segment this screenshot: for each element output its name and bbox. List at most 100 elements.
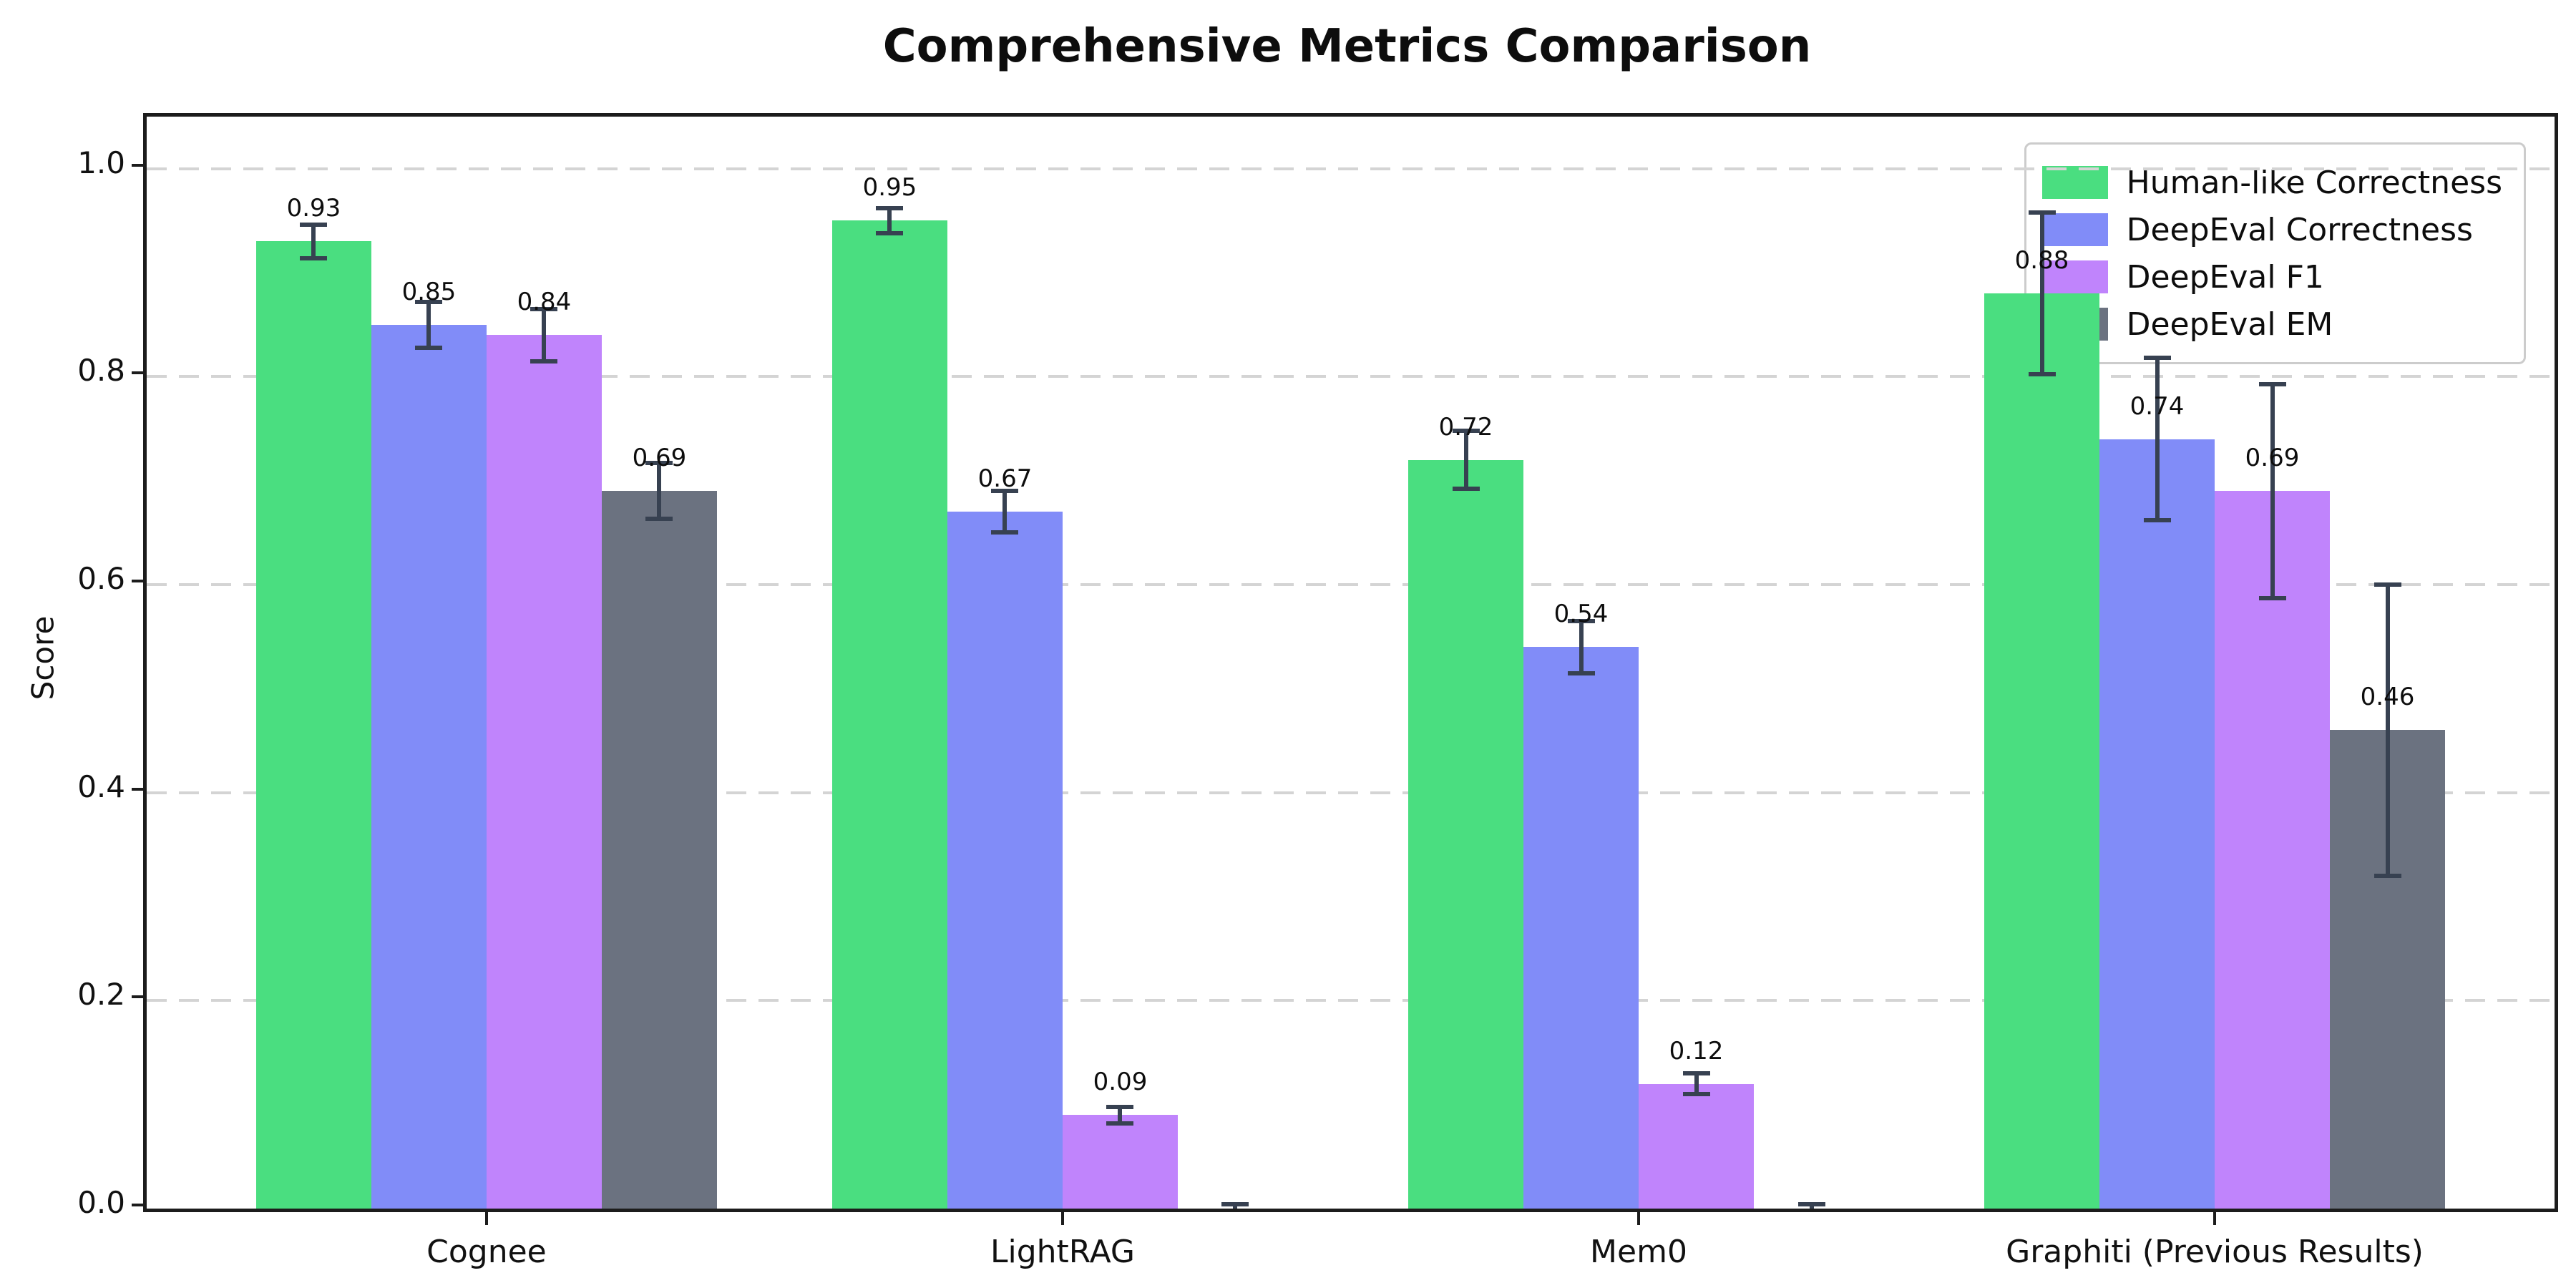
error-bar-cap (415, 299, 443, 304)
bar (1523, 647, 1639, 1209)
error-bar-cap (1106, 1121, 1134, 1126)
error-bar-cap (876, 205, 904, 210)
error-bar (1002, 491, 1008, 533)
error-bar (2270, 384, 2275, 598)
bar (255, 241, 371, 1209)
y-tick-label: 0.0 (77, 1185, 125, 1220)
bar (831, 220, 947, 1209)
y-tick-mark (132, 163, 145, 167)
legend-item: DeepEval Correctness (2041, 206, 2502, 253)
error-bar (1118, 1106, 1123, 1123)
error-bar (1463, 430, 1468, 489)
error-bar-cap (1106, 1104, 1134, 1109)
value-label: 0.46 (2360, 683, 2415, 712)
legend-swatch (2041, 213, 2108, 246)
plot-area: Human-like Correctness DeepEval Correctne… (143, 113, 2558, 1212)
value-label: 0.85 (401, 277, 457, 306)
gridline (147, 791, 2555, 794)
error-bar-cap (2143, 517, 2171, 522)
error-bar-cap (300, 255, 328, 260)
gridline (147, 583, 2555, 586)
x-tick-mark (1637, 1212, 1640, 1225)
error-bar-cap (415, 345, 443, 350)
bar (1408, 459, 1523, 1209)
error-bar (1694, 1073, 1699, 1095)
bar (1062, 1115, 1178, 1209)
y-tick-mark (132, 995, 145, 999)
value-label: 0.93 (286, 194, 341, 223)
legend-swatch (2041, 260, 2108, 293)
error-bar-cap (1797, 1202, 1825, 1207)
value-label: 0.12 (1669, 1036, 1724, 1065)
error-bar-cap (1452, 487, 1480, 492)
gridline (147, 375, 2555, 379)
error-bar-cap (300, 223, 328, 228)
error-bar (542, 308, 547, 361)
error-bar-cap (1567, 670, 1595, 675)
y-tick-mark (132, 580, 145, 582)
error-bar-cap (991, 489, 1019, 494)
error-bar-cap (1682, 1071, 1710, 1076)
legend-label: DeepEval EM (2126, 306, 2333, 343)
y-tick-label: 1.0 (77, 145, 125, 180)
y-tick-mark (132, 1204, 145, 1206)
error-bar-cap (2143, 356, 2171, 361)
bar (1639, 1083, 1754, 1209)
error-bar-cap (1567, 618, 1595, 623)
value-label: 0.74 (2129, 391, 2185, 421)
error-bar-cap (530, 306, 558, 311)
error-bar-cap (645, 517, 673, 522)
legend-swatch (2041, 166, 2108, 199)
error-bar (1579, 620, 1584, 673)
x-tick-mark (484, 1212, 488, 1225)
error-bar (657, 462, 662, 519)
gridline (147, 167, 2555, 170)
error-bar-cap (991, 530, 1019, 535)
error-bar (311, 225, 316, 258)
value-label: 0.95 (862, 173, 917, 203)
y-tick-label: 0.8 (77, 353, 125, 389)
y-tick-label: 0.4 (77, 769, 125, 804)
error-bar-cap (530, 358, 558, 364)
value-label: 0.88 (2014, 246, 2069, 275)
error-bar-cap (1452, 428, 1480, 433)
legend-label: DeepEval F1 (2126, 258, 2324, 296)
error-bar-cap (645, 460, 673, 465)
x-tick-label: Graphiti (Previous Results) (2006, 1234, 2424, 1270)
bar (2215, 491, 2331, 1209)
x-tick-label: Cognee (426, 1234, 547, 1270)
x-tick-mark (1060, 1212, 1064, 1225)
value-label: 0.69 (632, 444, 687, 473)
y-tick-mark (132, 371, 145, 375)
bar (601, 491, 717, 1209)
value-label: 0.54 (1553, 600, 1609, 629)
bar (1984, 293, 2100, 1209)
error-bar-cap (2373, 873, 2401, 878)
error-bar-cap (2258, 595, 2286, 600)
bar (371, 324, 487, 1209)
error-bar (887, 208, 892, 233)
value-label: 0.84 (517, 288, 572, 317)
error-bar-cap (1221, 1202, 1249, 1207)
bar (2099, 439, 2215, 1209)
error-bar-cap (876, 230, 904, 235)
error-bar-cap (2028, 372, 2056, 377)
value-label: 0.69 (2245, 444, 2300, 473)
y-tick-label: 0.6 (77, 561, 125, 596)
legend-label: Human-like Correctness (2126, 164, 2502, 201)
error-bar-cap (1682, 1092, 1710, 1097)
error-bar (2385, 585, 2390, 876)
legend-item: DeepEval EM (2041, 301, 2502, 348)
value-label: 0.67 (977, 464, 1033, 494)
error-bar-cap (2028, 210, 2056, 215)
bar (486, 335, 602, 1209)
y-tick-mark (132, 787, 145, 791)
x-tick-label: Mem0 (1590, 1234, 1687, 1270)
value-label: 0.72 (1438, 412, 1493, 441)
bar (947, 512, 1063, 1209)
chart-title: Comprehensive Metrics Comparison (882, 20, 1812, 73)
x-tick-mark (2213, 1212, 2217, 1225)
y-tick-label: 0.2 (77, 977, 125, 1013)
error-bar-cap (2258, 381, 2286, 386)
